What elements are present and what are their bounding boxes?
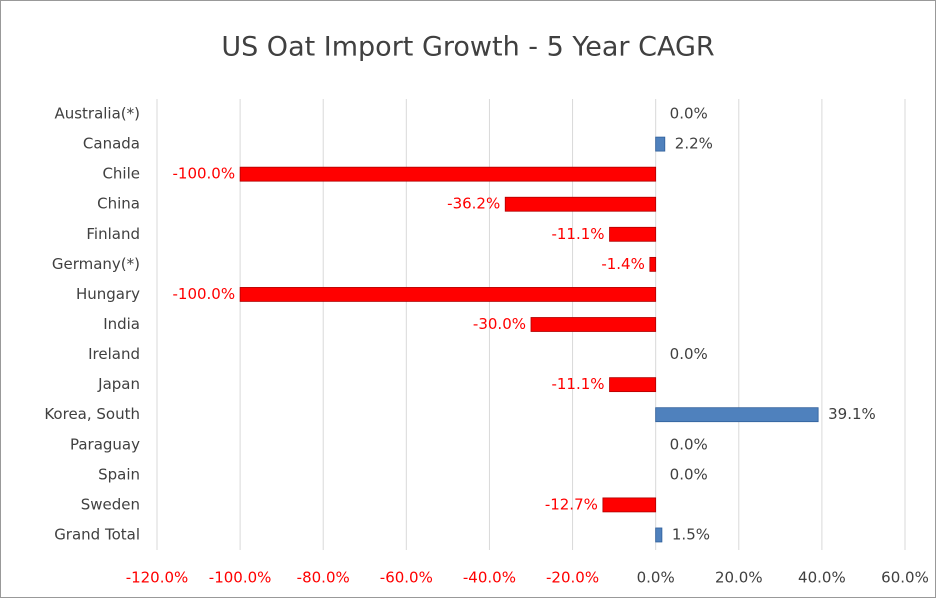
bar: [530, 317, 657, 332]
x-tick-label: -40.0%: [463, 569, 516, 587]
y-tick-label: Canada: [83, 135, 140, 153]
bar: [655, 407, 819, 423]
data-label: 1.5%: [672, 525, 710, 543]
bar: [239, 166, 657, 182]
data-label: 0.0%: [670, 465, 708, 483]
bar: [602, 497, 657, 513]
bar: [655, 527, 663, 543]
y-tick-label: Germany(*): [52, 255, 140, 273]
chart-title: US Oat Import Growth - 5 Year CAGR: [221, 32, 714, 63]
x-tick-label: -60.0%: [380, 569, 433, 587]
y-tick-label: Sweden: [81, 495, 140, 513]
y-tick-label: Spain: [98, 465, 140, 483]
y-tick-label: China: [97, 195, 140, 213]
x-tick-label: 60.0%: [881, 569, 929, 587]
bar: [609, 377, 657, 393]
data-label: -11.1%: [551, 225, 604, 243]
bar: [504, 196, 657, 212]
data-label: -11.1%: [551, 375, 604, 393]
y-tick-label: Finland: [86, 225, 140, 243]
y-tick-label: Paraguay: [70, 435, 140, 453]
y-tick-label: Grand Total: [54, 525, 140, 543]
y-tick-label: Australia(*): [54, 105, 140, 123]
data-label: 0.0%: [670, 345, 708, 363]
x-tick-label: 20.0%: [715, 569, 763, 587]
data-label: 2.2%: [675, 135, 713, 153]
bar: [649, 256, 657, 272]
data-label: -36.2%: [447, 195, 500, 213]
y-tick-label: Hungary: [76, 285, 140, 303]
y-tick-label: Chile: [102, 165, 140, 183]
x-tick-label: -80.0%: [297, 569, 350, 587]
data-label: -100.0%: [173, 165, 236, 183]
data-label: -12.7%: [545, 495, 598, 513]
x-tick-label: -20.0%: [546, 569, 599, 587]
x-tick-label: -120.0%: [126, 569, 189, 587]
x-tick-label: 0.0%: [637, 569, 675, 587]
x-tick-label: 40.0%: [798, 569, 846, 587]
y-tick-label: Ireland: [88, 345, 140, 363]
data-label: -100.0%: [173, 285, 236, 303]
data-label: -30.0%: [473, 315, 526, 333]
data-label: 0.0%: [670, 105, 708, 123]
y-tick-label: India: [103, 315, 140, 333]
x-tick-label: -100.0%: [209, 569, 272, 587]
bar: [655, 136, 666, 152]
y-tick-label: Korea, South: [44, 405, 140, 423]
data-label: 39.1%: [828, 405, 876, 423]
data-label: -1.4%: [601, 255, 645, 273]
data-label: 0.0%: [670, 435, 708, 453]
bar: [239, 287, 657, 302]
bar: [609, 226, 657, 242]
y-tick-label: Japan: [97, 375, 140, 393]
